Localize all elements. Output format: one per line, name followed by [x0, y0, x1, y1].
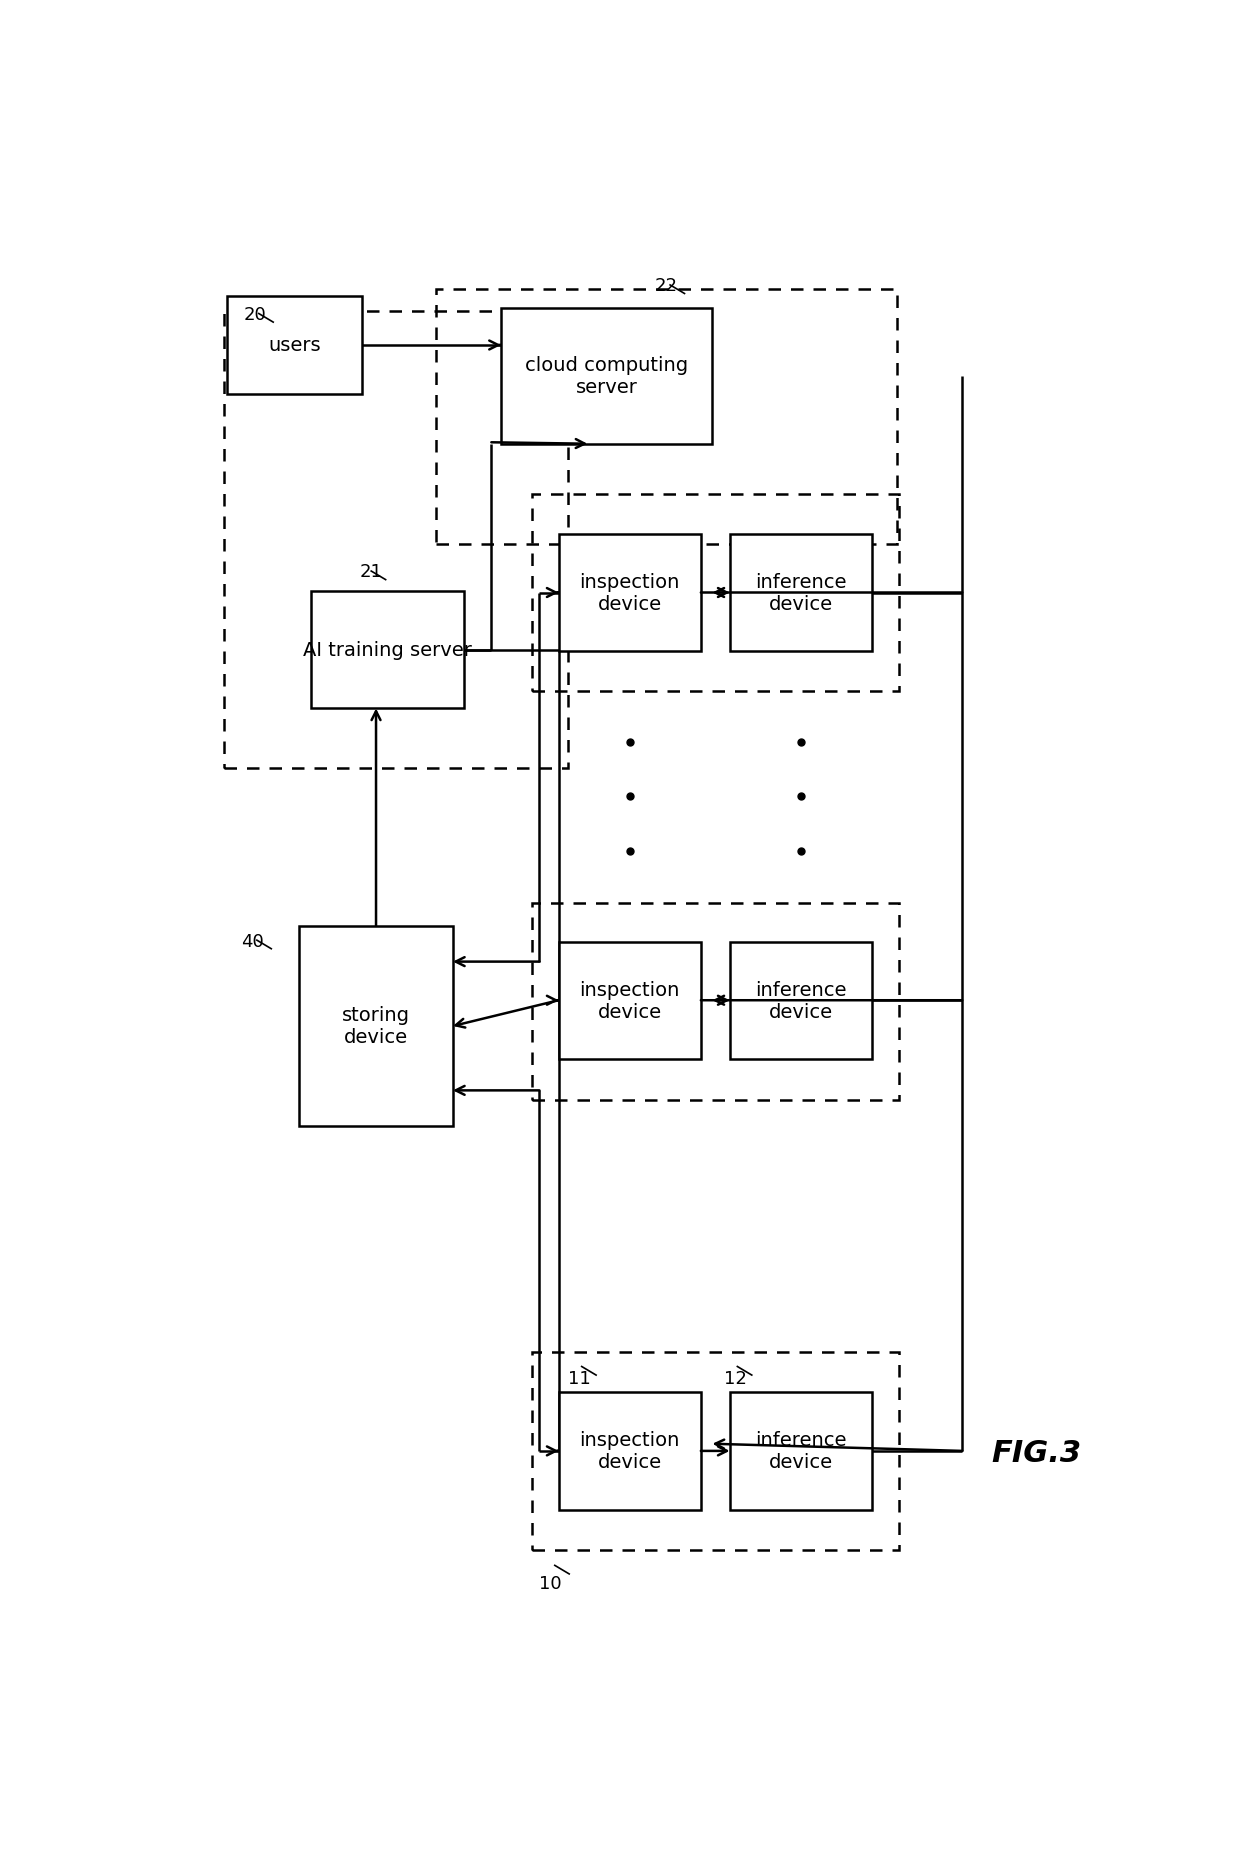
Text: inference
device: inference device [755, 572, 847, 613]
Text: 10: 10 [539, 1575, 562, 1591]
Bar [558, 941, 701, 1058]
Text: 22: 22 [655, 277, 678, 295]
Bar [729, 941, 872, 1058]
Bar [311, 592, 465, 709]
Text: FIG.3: FIG.3 [991, 1437, 1081, 1467]
Text: AI training server: AI training server [303, 641, 472, 659]
Bar [729, 535, 872, 652]
Text: inference
device: inference device [755, 980, 847, 1021]
Bar [435, 290, 897, 544]
Text: inspection
device: inspection device [579, 980, 680, 1021]
Bar [558, 535, 701, 652]
Bar [224, 312, 568, 769]
Bar [532, 1352, 899, 1551]
Text: 11: 11 [568, 1370, 591, 1387]
Bar [532, 494, 899, 693]
Text: 40: 40 [242, 932, 264, 951]
Text: 12: 12 [724, 1370, 746, 1387]
Text: inference
device: inference device [755, 1430, 847, 1471]
Text: inspection
device: inspection device [579, 572, 680, 613]
Text: inspection
device: inspection device [579, 1430, 680, 1471]
Text: 21: 21 [360, 563, 383, 581]
Bar [729, 1393, 872, 1510]
Bar [532, 904, 899, 1101]
Bar [299, 927, 453, 1127]
Bar [558, 1393, 701, 1510]
Bar [227, 297, 362, 394]
Bar [501, 308, 712, 444]
Text: users: users [268, 336, 321, 355]
Text: storing
device: storing device [342, 1006, 410, 1047]
Text: 20: 20 [243, 306, 267, 323]
Text: cloud computing
server: cloud computing server [525, 357, 688, 397]
